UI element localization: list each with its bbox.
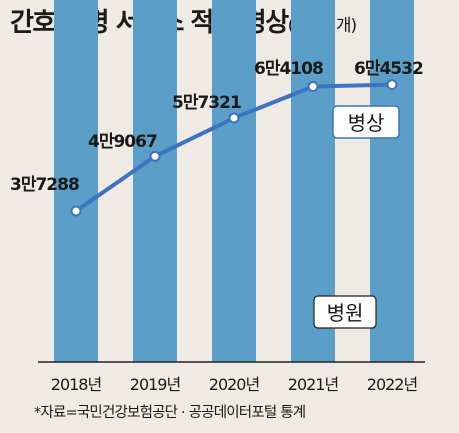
bar-2018년 (54, 0, 98, 363)
line-value-label: 4만9067 (88, 132, 157, 152)
legend-box-병원 (313, 295, 377, 329)
x-tick-label: 2020년 (209, 375, 260, 394)
line-point (228, 112, 240, 124)
x-tick-label: 2018년 (51, 375, 102, 394)
x-tick-label: 2022년 (367, 375, 418, 394)
line-point (386, 79, 398, 91)
bar-2022년 (370, 0, 414, 363)
line-value-label: 6만4532 (354, 59, 423, 79)
legend-label-병원: 병원 (327, 301, 364, 325)
line-value-label: 6만4108 (254, 59, 323, 79)
line-point (307, 81, 319, 93)
line-point (70, 205, 82, 217)
x-tick-label: 2021년 (288, 375, 339, 394)
line-value-label: 5만7321 (172, 93, 241, 113)
line-point (149, 150, 161, 162)
line-value-label: 3만7288 (10, 175, 79, 195)
legend-box-병상 (332, 105, 400, 139)
x-tick-label: 2019년 (130, 375, 181, 394)
source-note: *자료=국민건강보험공단 · 공공데이터포털 통계 (34, 405, 306, 421)
bar-2019년 (133, 0, 177, 362)
legend-label-병상: 병상 (348, 111, 385, 135)
bar-2020년 (212, 0, 256, 362)
